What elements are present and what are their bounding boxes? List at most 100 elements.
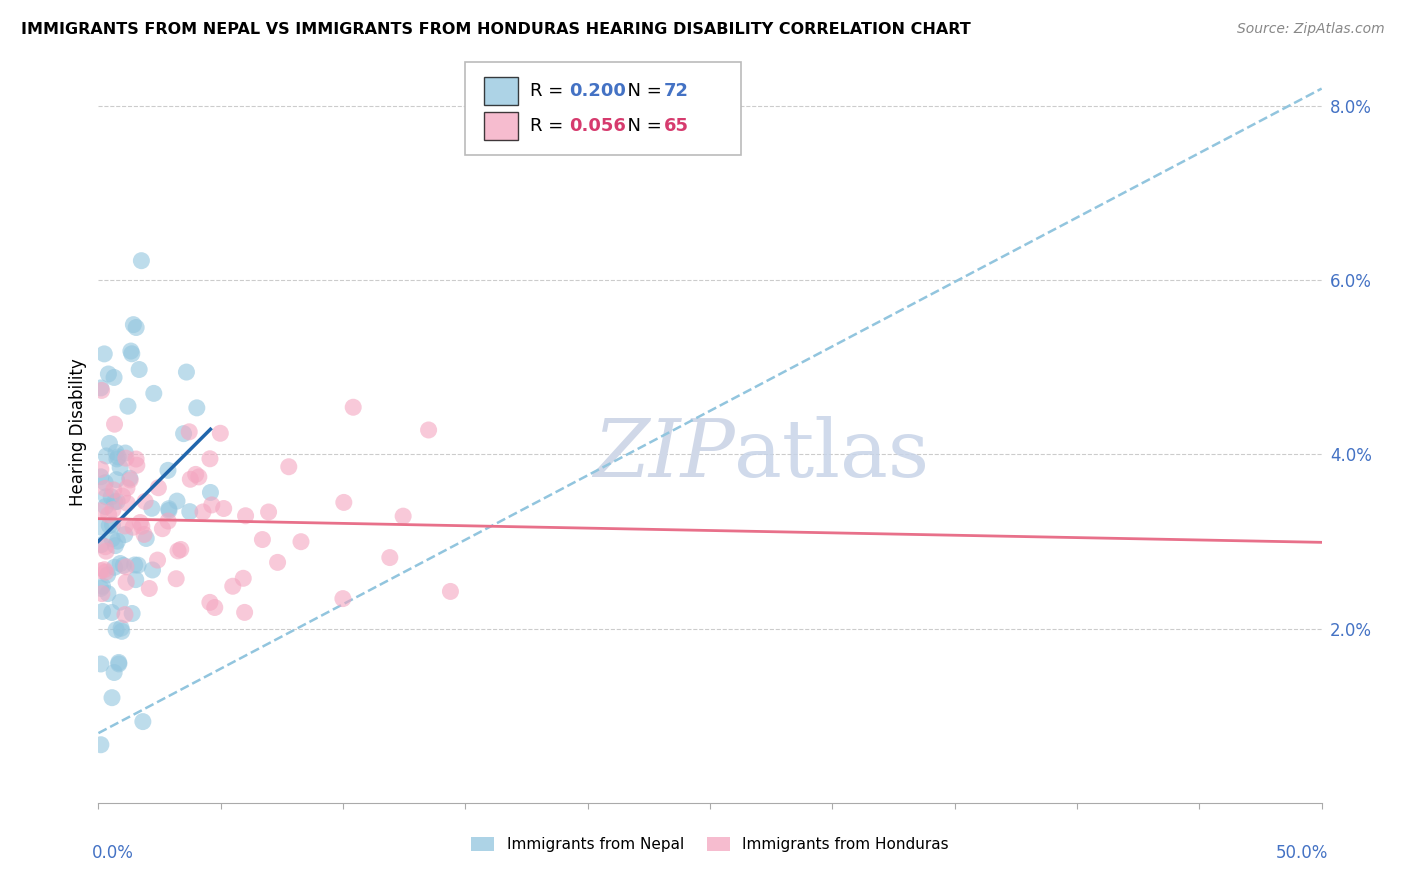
Point <box>97 586 120 600</box>
Text: 65: 65 <box>664 117 689 135</box>
Text: 50.0%: 50.0% <box>1275 844 1327 862</box>
Point <box>179 425 201 439</box>
Point <box>135 532 157 546</box>
Point <box>91 579 114 593</box>
Legend: Immigrants from Nepal, Immigrants from Honduras: Immigrants from Nepal, Immigrants from H… <box>465 830 955 858</box>
Point <box>198 595 221 609</box>
Point <box>187 470 209 484</box>
Point <box>134 494 156 508</box>
Point <box>107 656 129 670</box>
Point <box>115 451 138 466</box>
Text: 0.200: 0.200 <box>569 82 626 100</box>
Point <box>131 253 153 268</box>
Point <box>90 538 112 552</box>
Point <box>125 458 148 473</box>
Point <box>94 500 117 514</box>
Point <box>117 496 139 510</box>
Point <box>98 436 121 450</box>
Y-axis label: Hearing Disability: Hearing Disability <box>69 359 87 507</box>
Point <box>94 482 117 496</box>
Point <box>157 514 180 528</box>
Point <box>110 621 132 635</box>
Text: IMMIGRANTS FROM NEPAL VS IMMIGRANTS FROM HONDURAS HEARING DISABILITY CORRELATION: IMMIGRANTS FROM NEPAL VS IMMIGRANTS FROM… <box>21 22 970 37</box>
Point <box>122 318 145 332</box>
Text: R =: R = <box>530 117 569 135</box>
Point <box>235 508 257 523</box>
Point <box>110 595 132 609</box>
Point <box>90 564 112 578</box>
Point <box>132 527 155 541</box>
Point <box>103 417 125 432</box>
Point <box>103 560 125 574</box>
Point <box>90 462 112 476</box>
Point <box>332 591 354 606</box>
FancyBboxPatch shape <box>484 112 517 140</box>
Point <box>101 606 124 620</box>
Point <box>184 467 207 482</box>
Text: ZIP: ZIP <box>593 416 734 493</box>
Point <box>105 623 128 637</box>
Point <box>146 553 169 567</box>
Point <box>439 584 461 599</box>
Point <box>90 657 112 671</box>
Point <box>93 563 115 577</box>
Point <box>97 508 120 522</box>
Point <box>104 495 127 509</box>
Point <box>212 501 235 516</box>
Point <box>121 607 143 621</box>
Point <box>165 572 187 586</box>
Point <box>342 401 364 415</box>
Point <box>114 519 136 533</box>
Point <box>104 539 127 553</box>
Point <box>120 473 142 487</box>
Point <box>103 483 125 497</box>
Point <box>191 505 214 519</box>
Point <box>125 452 148 467</box>
Text: Source: ZipAtlas.com: Source: ZipAtlas.com <box>1237 22 1385 37</box>
Point <box>105 494 128 508</box>
Point <box>209 426 232 441</box>
Point <box>378 550 401 565</box>
Point <box>120 344 142 359</box>
Point <box>94 565 117 579</box>
Point <box>156 463 179 477</box>
Point <box>132 714 155 729</box>
Text: N =: N = <box>616 117 668 135</box>
Point <box>128 362 150 376</box>
Point <box>257 505 280 519</box>
Point <box>125 320 148 334</box>
Point <box>101 532 124 546</box>
Point <box>157 503 180 517</box>
Point <box>94 540 117 554</box>
Point <box>90 738 112 752</box>
Point <box>90 504 112 518</box>
Point <box>167 544 190 558</box>
Point <box>129 516 152 530</box>
Point <box>179 472 201 486</box>
Text: 72: 72 <box>664 82 689 100</box>
Point <box>105 473 128 487</box>
Point <box>105 445 128 459</box>
Point <box>112 558 135 573</box>
FancyBboxPatch shape <box>484 78 517 105</box>
Point <box>103 370 125 384</box>
Point <box>98 518 121 533</box>
Point <box>127 558 149 573</box>
Point <box>266 555 288 569</box>
Point <box>232 571 254 585</box>
Point <box>201 498 224 512</box>
Point <box>124 558 146 572</box>
Point <box>166 494 188 508</box>
Point <box>333 495 356 509</box>
Text: N =: N = <box>616 82 668 100</box>
Point <box>392 509 415 524</box>
Point <box>108 557 131 571</box>
Point <box>91 605 114 619</box>
Point <box>204 600 226 615</box>
Point <box>186 401 208 415</box>
Point <box>111 624 134 639</box>
Point <box>173 426 195 441</box>
Point <box>94 490 117 504</box>
Point <box>103 665 125 680</box>
Point <box>121 347 143 361</box>
